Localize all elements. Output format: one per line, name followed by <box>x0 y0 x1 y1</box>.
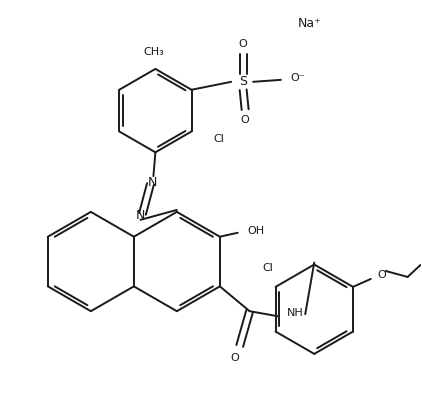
Text: OH: OH <box>248 226 265 236</box>
Text: Cl: Cl <box>262 263 273 273</box>
Text: O: O <box>239 39 248 49</box>
Text: O: O <box>378 270 387 280</box>
Text: O: O <box>241 115 249 125</box>
Text: O: O <box>230 353 239 363</box>
Text: N: N <box>148 176 157 189</box>
Text: O⁻: O⁻ <box>291 73 306 83</box>
Text: NH: NH <box>287 308 304 318</box>
Text: Na⁺: Na⁺ <box>298 17 321 30</box>
Text: S: S <box>239 75 247 88</box>
Text: CH₃: CH₃ <box>143 47 164 57</box>
Text: Cl: Cl <box>214 134 224 145</box>
Text: N: N <box>136 209 145 222</box>
